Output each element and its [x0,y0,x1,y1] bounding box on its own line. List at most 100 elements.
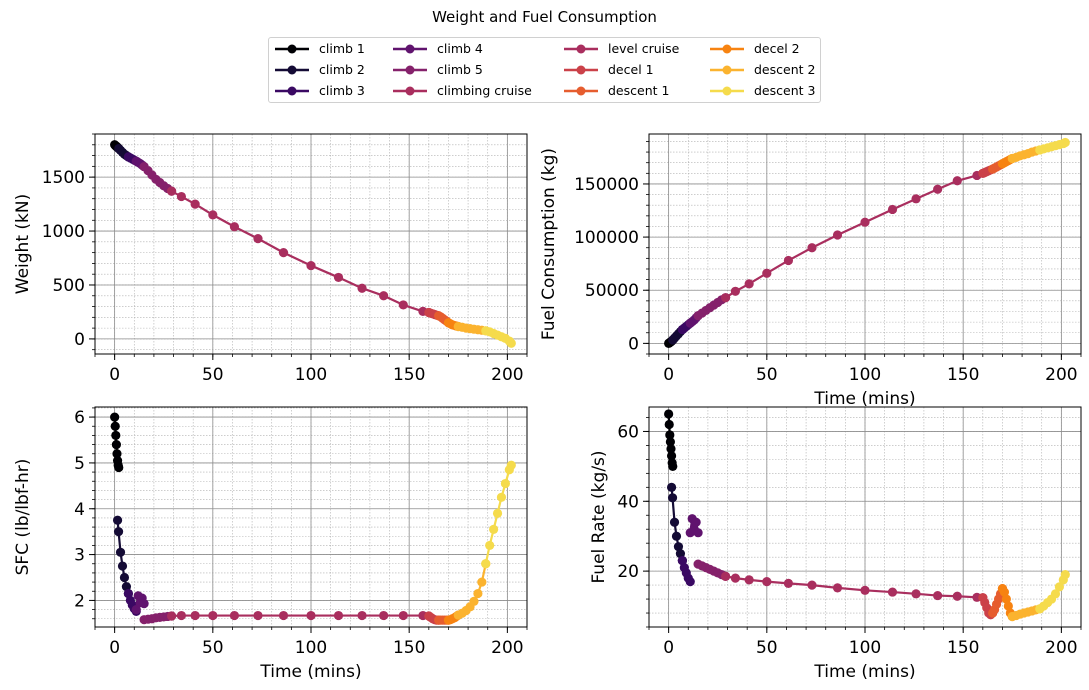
data-point [278,610,289,621]
x-tick-label: 200 [491,638,523,658]
data-point [379,291,389,301]
data-point [1001,594,1011,604]
data-point [1054,582,1064,592]
legend-swatch-marker [405,86,415,96]
data-point [481,559,491,569]
legend-label: decel 1 [608,62,654,77]
data-point [506,460,516,470]
data-point [952,591,962,601]
data-point [119,572,130,583]
data-point [667,493,678,503]
chart-fuel: 0 50 100 150 200 0 50000 100000 150000 Time (mins… [539,133,1082,409]
data-point [253,610,263,621]
chart-fuel-rate: 0 50 100 150 200 20 40 60 Time (mins) Fuel Rate (… [589,406,1082,682]
x-tick-label: 100 [849,365,881,385]
legend-swatch-marker [722,65,732,75]
data-point [111,439,121,450]
x-tick-label: 50 [202,638,224,658]
data-point [112,449,122,459]
data-point [911,589,921,599]
legend-swatch-marker [287,44,297,54]
data-point [664,409,674,419]
legend-label: decel 2 [754,41,800,56]
data-point [112,515,123,525]
data-point [673,542,684,552]
data-point [677,556,687,566]
data-point [208,610,218,621]
x-tick-label: 200 [491,365,523,385]
data-point [665,430,675,440]
data-point [253,234,263,244]
data-point [469,596,479,606]
data-point [131,604,141,615]
x-axis-label: Time (mins) [259,662,361,682]
data-point [357,283,367,293]
y-tick-label: 100000 [574,228,639,248]
x-tick-label: 50 [202,365,224,385]
data-point [887,204,898,215]
data-point [783,255,794,266]
series-descent-3 [481,326,516,348]
data-point [693,528,703,538]
data-point [115,547,126,557]
figure-title: Weight and Fuel Consumption [432,8,657,26]
data-point [208,210,218,220]
data-point [485,540,495,551]
chart-sfc: 0 50 100 150 200 2 3 4 5 6 Time (mins) SFC (lb/lbf-… [13,406,528,682]
data-point [664,419,674,430]
legend-swatch [275,86,309,96]
series-climb-1 [664,409,678,471]
x-tick-label: 0 [109,638,120,658]
x-tick-label: 100 [295,365,327,385]
data-point [190,199,200,209]
data-point [1003,601,1013,611]
data-point [666,444,676,454]
data-point [278,248,289,258]
legend-label: level cruise [608,41,680,56]
x-tick-label: 0 [663,365,674,385]
legend-swatch-marker [287,65,297,75]
y-tick-label: 20 [617,562,639,582]
data-point [666,451,677,461]
data-point [190,610,200,621]
legend: climb 1 climb 2 climb 3 climb 4 climb 5 climb… [268,37,821,103]
y-tick-label: 1000 [42,222,85,242]
data-point [762,268,772,278]
y-axis-label: Weight (kN) [13,194,33,294]
axes-frame [648,406,1082,628]
data-point [1060,570,1070,580]
data-point [166,186,177,196]
legend-label: climb 2 [319,62,365,77]
legend-swatch [275,65,309,75]
y-tick-label: 40 [617,492,639,512]
x-tick-label: 50 [756,365,778,385]
x-tick-label: 150 [393,365,425,385]
series-climb-1 [110,412,124,473]
x-axis-label: Time (mins) [813,389,915,409]
x-tick-label: 100 [849,638,881,658]
x-tick-label: 0 [663,638,674,658]
data-point [807,580,817,590]
x-tick-label: 0 [109,365,120,385]
data-point [666,482,677,492]
series-climb-4 [131,591,149,615]
data-point [379,610,389,621]
data-point [398,610,408,621]
data-point [229,610,240,621]
x-tick-label: 150 [393,638,425,658]
data-point [730,573,741,583]
data-point [933,590,943,601]
y-axis-label: Fuel Rate (kg/s) [589,450,609,583]
data-point [668,461,678,471]
y-tick-label: 500 [53,276,85,296]
data-point [832,583,843,593]
data-point [744,279,754,289]
legend-swatch-marker [576,86,586,96]
data-point [139,599,149,609]
legend-swatch [710,86,744,96]
data-point [176,191,186,202]
x-tick-label: 50 [756,638,778,658]
series-climb-3 [677,556,695,587]
data-point [166,611,177,621]
series-descent-3 [1035,137,1070,155]
